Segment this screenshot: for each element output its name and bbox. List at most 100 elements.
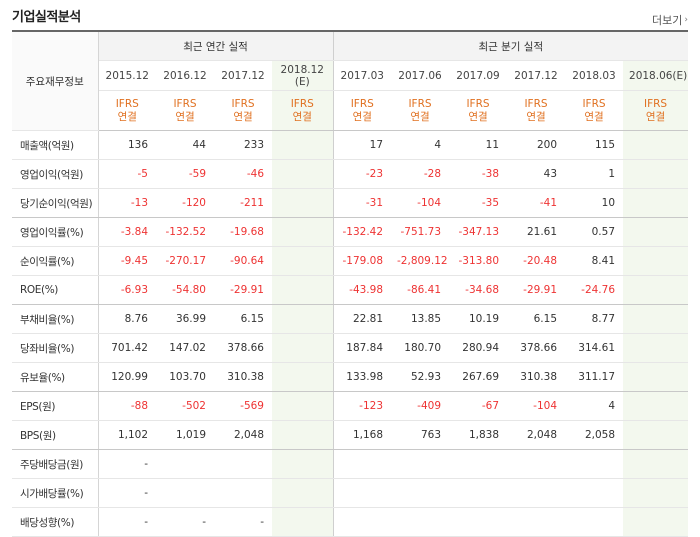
- basis-label-annual-0: IFRS 연결: [98, 90, 156, 131]
- basis-consolidated-text: 연결: [233, 110, 253, 123]
- table-cell: -: [156, 507, 214, 537]
- table-cell: 1,168: [332, 420, 392, 450]
- basis-consolidated-text: 연결: [292, 110, 312, 123]
- table-cell: -28: [391, 159, 450, 189]
- table-cell: 120.99: [98, 362, 156, 392]
- basis-consolidated-text: 연결: [117, 110, 137, 123]
- table-cell: [623, 391, 689, 421]
- table-cell: [623, 478, 689, 508]
- basis-label-quarter-1: IFRS 연결: [391, 90, 450, 131]
- chevron-right-icon: ›: [684, 15, 688, 25]
- table-row: 주당배당금(원) -: [12, 449, 689, 479]
- table-cell: 180.70: [391, 333, 450, 363]
- table-cell: [214, 449, 272, 479]
- period-header-quarter-1: 2017.06: [391, 60, 450, 91]
- table-row: ROE(%) -6.93 -54.80 -29.91 -43.98 -86.41 -34.6…: [12, 275, 689, 305]
- table-cell: -2,809.12: [391, 246, 450, 276]
- table-cell: 378.66: [214, 333, 272, 363]
- period-header-quarter-4: 2018.03: [565, 60, 624, 91]
- table-cell: -5: [98, 159, 156, 189]
- table-cell: [623, 333, 689, 363]
- basis-consolidated-text: 연결: [526, 110, 546, 123]
- table-cell: 21.61: [507, 217, 566, 247]
- table-cell: [507, 478, 566, 508]
- table-row: 영업이익(억원) -5 -59 -46 -23 -28 -38 43 1: [12, 159, 689, 189]
- basis-ifrs-text: IFRS: [350, 97, 374, 110]
- table-cell: 6.15: [507, 304, 566, 334]
- row-label: EPS(원): [12, 391, 99, 421]
- row-label: 당좌비율(%): [12, 333, 99, 363]
- table-cell: [623, 188, 689, 218]
- table-cell: [507, 449, 566, 479]
- table-row: 영업이익률(%) -3.84 -132.52 -19.68 -132.42 -751.73…: [12, 217, 689, 247]
- basis-ifrs-text: IFRS: [582, 97, 606, 110]
- basis-consolidated-text: 연결: [645, 110, 666, 123]
- table-cell: 136: [98, 130, 156, 160]
- table-cell: -347.13: [449, 217, 508, 247]
- table-cell: [272, 246, 334, 276]
- table-row: EPS(원) -88 -502 -569 -123 -409 -67 -104 4: [12, 391, 689, 421]
- table-cell: [272, 478, 334, 508]
- table-cell: [156, 449, 214, 479]
- table-cell: [272, 217, 334, 247]
- basis-label-quarter-2: IFRS 연결: [449, 90, 508, 131]
- table-cell: 52.93: [391, 362, 450, 392]
- table-cell: -34.68: [449, 275, 508, 305]
- table-row: 매출액(억원) 136 44 233 17 4 11 200 115: [12, 130, 689, 160]
- table-cell: 8.77: [565, 304, 624, 334]
- table-cell: [272, 275, 334, 305]
- basis-consolidated-text: 연결: [352, 110, 372, 123]
- table-cell: [623, 507, 689, 537]
- table-row: 순이익률(%) -9.45 -270.17 -90.64 -179.08 -2,809.1…: [12, 246, 689, 276]
- table-cell: 2,058: [565, 420, 624, 450]
- table-cell: -90.64: [214, 246, 272, 276]
- table-cell: 10.19: [449, 304, 508, 334]
- table-cell: [272, 188, 334, 218]
- row-label: 배당성향(%): [12, 507, 99, 537]
- basis-label-quarter-0: IFRS 연결: [332, 90, 392, 131]
- table-cell: 200: [507, 130, 566, 160]
- table-cell: -211: [214, 188, 272, 218]
- basis-consolidated-text: 연결: [175, 110, 195, 123]
- table-cell: [272, 362, 334, 392]
- quarter-group-header: 최근 분기 실적: [332, 30, 689, 61]
- table-cell: 2,048: [214, 420, 272, 450]
- table-cell: -132.42: [332, 217, 392, 247]
- table-cell: -20.48: [507, 246, 566, 276]
- row-label: BPS(원): [12, 420, 99, 450]
- table-cell: -35: [449, 188, 508, 218]
- table-cell: 44: [156, 130, 214, 160]
- table-cell: [391, 478, 450, 508]
- table-cell: -46: [214, 159, 272, 189]
- basis-ifrs-text: IFRS: [644, 97, 668, 110]
- table-cell: [623, 449, 689, 479]
- table-cell: -502: [156, 391, 214, 421]
- table-cell: -: [98, 478, 156, 508]
- table-cell: -123: [332, 391, 392, 421]
- table-cell: 1,838: [449, 420, 508, 450]
- table-cell: -751.73: [391, 217, 450, 247]
- table-cell: [332, 507, 392, 537]
- table-cell: 4: [391, 130, 450, 160]
- period-header-annual-3: 2018.12 (E): [272, 60, 334, 91]
- table-cell: 2,048: [507, 420, 566, 450]
- row-label: 시가배당률(%): [12, 478, 99, 508]
- annual-group-header: 최근 연간 실적: [98, 30, 334, 61]
- table-cell: 10: [565, 188, 624, 218]
- table-cell: [272, 507, 334, 537]
- basis-label-annual-3: IFRS 연결: [272, 90, 334, 131]
- table-cell: [332, 449, 392, 479]
- row-label: ROE(%): [12, 275, 99, 305]
- period-header-quarter-3: 2017.12: [507, 60, 566, 91]
- table-cell: [272, 130, 334, 160]
- table-cell: 1,019: [156, 420, 214, 450]
- basis-ifrs-text: IFRS: [173, 97, 197, 110]
- table-cell: 310.38: [507, 362, 566, 392]
- period-header-quarter-5: 2018.06(E): [623, 60, 689, 91]
- table-cell: -: [214, 507, 272, 537]
- basis-consolidated-text: 연결: [410, 110, 430, 123]
- table-cell: -6.93: [98, 275, 156, 305]
- more-link[interactable]: 더보기 ›: [652, 12, 688, 28]
- table-cell: [565, 478, 624, 508]
